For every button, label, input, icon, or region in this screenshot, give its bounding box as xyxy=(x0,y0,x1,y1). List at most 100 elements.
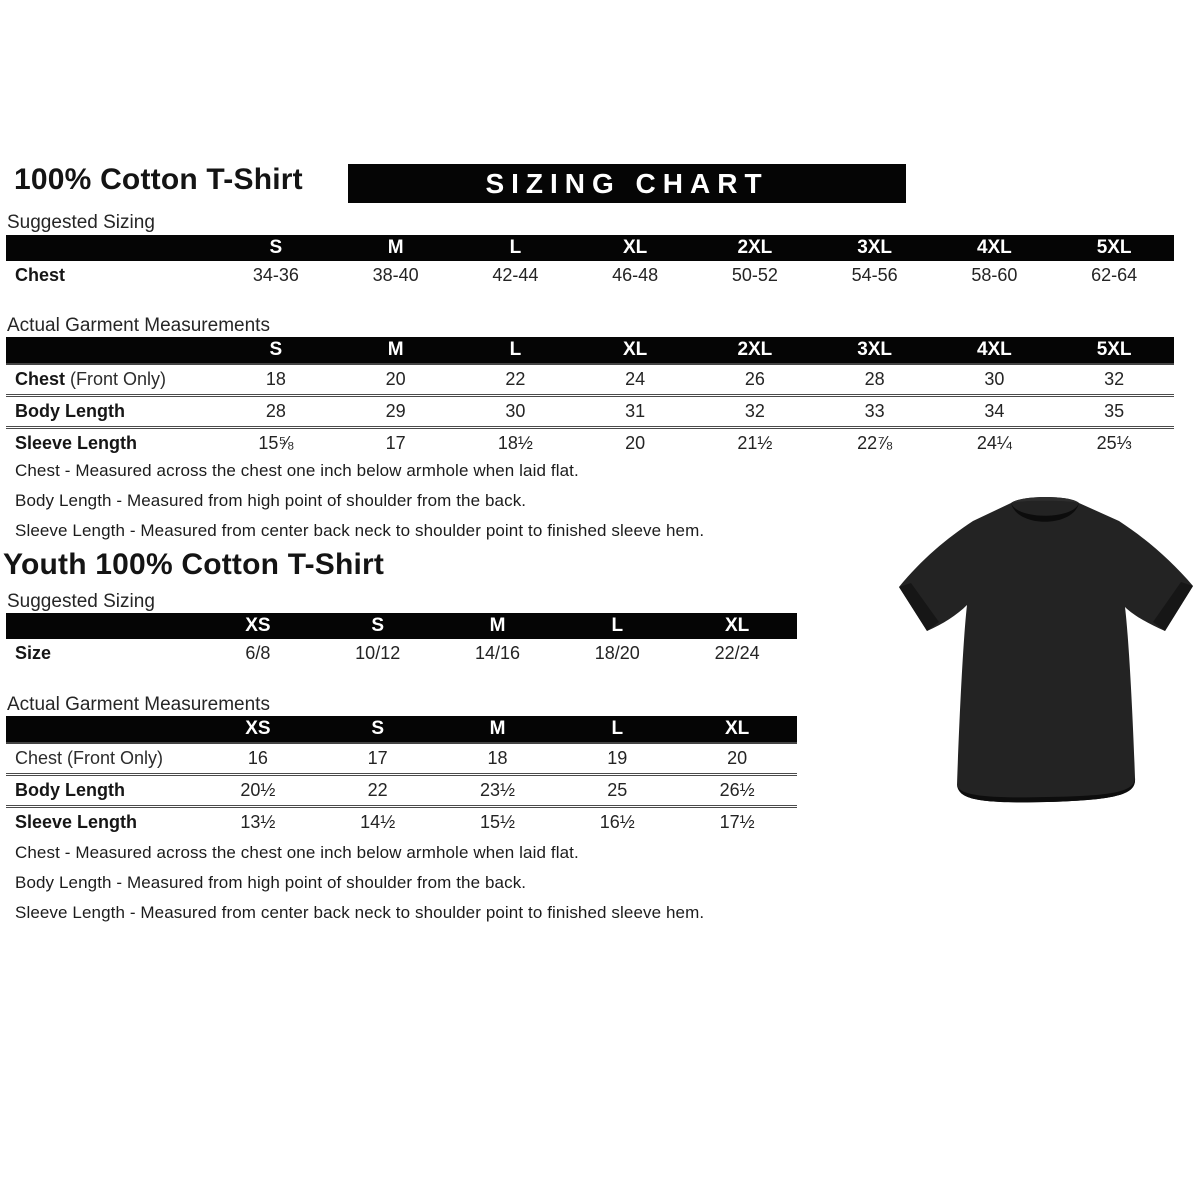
note-line-sleeve-length: Sleeve Length - Measured from center bac… xyxy=(15,521,705,540)
column-header: 5XL xyxy=(1054,235,1174,261)
size-cell: 20 xyxy=(335,363,456,396)
size-cell: 20 xyxy=(575,426,695,458)
size-cell: 10/12 xyxy=(355,643,401,663)
column-header: XS xyxy=(198,716,318,743)
table-row-chest: Chest (Front Only) 16 17 18 19 20 xyxy=(6,742,797,775)
column-header: 3XL xyxy=(814,235,935,261)
size-cell: 54-56 xyxy=(851,265,898,285)
size-cell: 58-60 xyxy=(971,265,1018,285)
size-cell: 32 xyxy=(1054,363,1174,396)
column-header: S xyxy=(216,235,336,261)
row-label: Chest xyxy=(15,265,66,285)
size-cell: 22⅞ xyxy=(814,426,935,458)
size-cell: 62-64 xyxy=(1091,265,1138,285)
column-header-blank xyxy=(6,613,198,639)
adult-suggested-sizing-table: S M L XL 2XL 3XL 4XL 5XL Chest 34-36 38-… xyxy=(6,235,1174,290)
size-cell: 34 xyxy=(934,394,1055,428)
size-cell: 26½ xyxy=(677,773,797,807)
column-header: S xyxy=(317,716,438,743)
column-header: 2XL xyxy=(695,235,815,261)
adult-suggested-sizing-label: Suggested Sizing xyxy=(7,212,155,233)
size-cell: 16 xyxy=(198,742,318,775)
size-cell: 50-52 xyxy=(731,265,778,285)
column-header-blank xyxy=(6,235,216,261)
size-cell: 18 xyxy=(216,363,336,396)
column-header: XL xyxy=(575,337,695,364)
column-header-blank xyxy=(6,337,216,364)
row-label: Size xyxy=(15,643,52,663)
size-cell: 20½ xyxy=(198,773,318,807)
size-cell: 22 xyxy=(455,363,576,396)
note-line-body-length: Body Length - Measured from high point o… xyxy=(15,491,527,510)
size-cell: 21½ xyxy=(695,426,815,458)
youth-actual-header-row: XS S M L XL xyxy=(6,716,797,743)
size-cell: 46-48 xyxy=(612,265,659,285)
youth-suggested-header-row: XS S M L XL xyxy=(6,613,797,639)
column-header: XL xyxy=(677,613,797,639)
size-cell: 29 xyxy=(335,394,456,428)
youth-suggested-sizing-label: Suggested Sizing xyxy=(7,591,155,612)
youth-actual-measurements-label: Actual Garment Measurements xyxy=(7,694,270,715)
size-cell: 25 xyxy=(557,773,678,807)
size-cell: 28 xyxy=(814,363,935,396)
column-header: 3XL xyxy=(814,337,935,364)
size-cell: 24¼ xyxy=(934,426,1055,458)
table-row-sleeve-length: Sleeve Length 15⅝ 17 18½ 20 21½ 22⅞ 24¼ … xyxy=(6,426,1174,458)
note-line-chest: Chest - Measured across the chest one in… xyxy=(15,843,579,862)
table-row-sleeve-length: Sleeve Length 13½ 14½ 15½ 16½ 17½ xyxy=(6,805,797,837)
table-row: Chest 34-36 38-40 42-44 46-48 50-52 54-5… xyxy=(6,261,1174,290)
size-cell: 33 xyxy=(814,394,935,428)
size-cell: 20 xyxy=(677,742,797,775)
column-header-blank xyxy=(6,716,198,743)
size-cell: 38-40 xyxy=(372,265,419,285)
size-cell: 17½ xyxy=(677,805,797,837)
sizing-chart-banner: SIZING CHART xyxy=(348,164,906,203)
row-label: Sleeve Length xyxy=(6,426,216,458)
column-header: M xyxy=(437,716,558,743)
size-cell: 28 xyxy=(216,394,336,428)
table-row-size: Size 6/8 10/12 14/16 18/20 22/24 xyxy=(6,639,797,668)
size-cell: 30 xyxy=(455,394,576,428)
black-tshirt-graphic xyxy=(899,497,1193,803)
table-row-chest: Chest (Front Only) 18 20 22 24 26 28 30 … xyxy=(6,363,1174,396)
size-cell: 23½ xyxy=(437,773,558,807)
row-label: Body Length xyxy=(6,773,198,807)
size-cell: 42-44 xyxy=(492,265,539,285)
size-cell: 18½ xyxy=(455,426,576,458)
sizing-chart-banner-text: SIZING CHART xyxy=(485,167,769,199)
column-header: 4XL xyxy=(934,235,1055,261)
size-cell: 15⅝ xyxy=(216,426,336,458)
column-header: L xyxy=(557,716,678,743)
size-cell: 35 xyxy=(1054,394,1174,428)
column-header: S xyxy=(317,613,438,639)
youth-section-title: Youth 100% Cotton T-Shirt xyxy=(3,548,385,581)
size-cell: 15½ xyxy=(437,805,558,837)
column-header: M xyxy=(335,337,456,364)
page-title: 100% Cotton T-Shirt xyxy=(14,163,303,196)
size-cell: 16½ xyxy=(557,805,678,837)
size-cell: 13½ xyxy=(198,805,318,837)
size-cell: 30 xyxy=(934,363,1055,396)
column-header: M xyxy=(437,613,558,639)
column-header: 2XL xyxy=(695,337,815,364)
column-header: XL xyxy=(575,235,695,261)
row-label: Chest (Front Only) xyxy=(6,363,216,396)
column-header: 4XL xyxy=(934,337,1055,364)
note-line-sleeve-length: Sleeve Length - Measured from center bac… xyxy=(15,903,705,922)
column-header: L xyxy=(455,337,576,364)
table-row-body-length: Body Length 20½ 22 23½ 25 26½ xyxy=(6,773,797,807)
column-header: L xyxy=(557,613,678,639)
adult-actual-measurements-label: Actual Garment Measurements xyxy=(7,315,270,336)
size-cell: 32 xyxy=(695,394,815,428)
column-header: M xyxy=(335,235,456,261)
note-line-chest: Chest - Measured across the chest one in… xyxy=(15,461,579,480)
size-cell: 24 xyxy=(575,363,695,396)
size-cell: 34-36 xyxy=(252,265,299,285)
youth-measurement-notes: Chest - Measured across the chest one in… xyxy=(15,843,835,933)
size-cell: 6/8 xyxy=(245,643,271,663)
size-cell: 22 xyxy=(317,773,438,807)
row-label: Body Length xyxy=(6,394,216,428)
column-header: XS xyxy=(198,613,318,639)
adult-suggested-header-row: S M L XL 2XL 3XL 4XL 5XL xyxy=(6,235,1174,261)
adult-measurement-notes: Chest - Measured across the chest one in… xyxy=(15,461,835,551)
